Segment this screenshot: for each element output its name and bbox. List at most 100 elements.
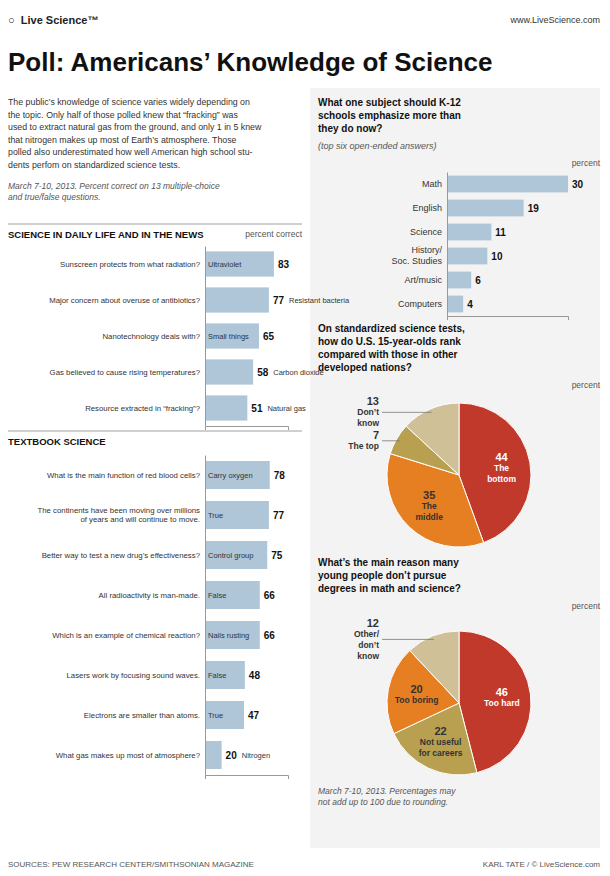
bar bbox=[205, 541, 267, 569]
tick-label-line: Electrons are smaller than atoms. bbox=[84, 710, 200, 719]
tick: Art/music bbox=[404, 275, 447, 285]
annotation: Carry oxygen bbox=[208, 471, 253, 480]
data-label-line: 12 bbox=[367, 617, 379, 629]
tick-label-line: of years and will continue to move. bbox=[80, 515, 200, 524]
chart-title: On standardized science tests, how do U.S… bbox=[318, 323, 465, 373]
tick-label: Better way to test a new drug’s effectiv… bbox=[42, 550, 201, 559]
slice-label-line: know bbox=[357, 418, 379, 428]
chart-root: ○ Live Science™www.LiveScience.comPoll: … bbox=[0, 0, 610, 876]
tick: Science bbox=[410, 227, 447, 237]
chart-title-line: What’s the main reason many bbox=[318, 557, 459, 568]
slice-label-line: Too boring bbox=[395, 695, 439, 705]
chart-title: SCIENCE IN DAILY LIFE AND IN THE NEWS bbox=[8, 229, 203, 240]
intro-text-line: used to extract natural gas from the gro… bbox=[8, 122, 262, 132]
data-label: 11 bbox=[495, 227, 506, 238]
data-label-line: 6 bbox=[475, 275, 481, 286]
tick-label: Resource extracted in “fracking”? bbox=[85, 403, 201, 412]
bar-chart: TEXTBOOK SCIENCEWhat is the main functio… bbox=[8, 431, 302, 779]
tick: What is the main function of red blood c… bbox=[47, 470, 205, 479]
background bbox=[0, 0, 610, 876]
tick-label: Science bbox=[410, 227, 442, 237]
slice-label: Themiddle bbox=[415, 501, 443, 522]
y-axis: Sunscreen protects from what radiation?M… bbox=[49, 247, 205, 427]
tick: History/Soc. Studies bbox=[391, 245, 447, 266]
separator bbox=[8, 224, 302, 225]
chart-title-line: On standardized science tests, bbox=[318, 323, 465, 334]
data-label-line: 47 bbox=[248, 710, 260, 721]
slice-label-line: The top bbox=[348, 441, 379, 451]
bar bbox=[447, 176, 568, 193]
intro-text-line: the topic. Only half of those polled kne… bbox=[8, 110, 238, 120]
chart-title-line: how do U.S. 15-year-olds rank bbox=[318, 336, 461, 347]
slice-label-line: The bbox=[494, 462, 509, 472]
tick-label: Sunscreen protects from what radiation? bbox=[60, 259, 201, 268]
separator bbox=[8, 431, 302, 432]
annotation-line: Carry oxygen bbox=[208, 471, 253, 480]
axis-label: percent bbox=[572, 158, 601, 168]
data-label: 35 bbox=[423, 489, 435, 501]
data-label-line: 48 bbox=[249, 670, 261, 681]
tick-label-line: Math bbox=[422, 179, 442, 189]
data-label-line: 66 bbox=[264, 590, 276, 601]
tick: All radioactivity is man-made. bbox=[99, 590, 205, 599]
bars bbox=[205, 461, 270, 769]
tick-label-line: Nanotechnology deals with? bbox=[102, 331, 200, 340]
data-label: 78 bbox=[274, 470, 286, 481]
axis-label-line: percent bbox=[572, 158, 601, 168]
note-line: March 7-10, 2013. Percentages may bbox=[318, 786, 456, 796]
tick-label: The continents have been moving over mil… bbox=[37, 506, 200, 524]
slice-label-line: Other/ bbox=[354, 629, 380, 639]
right-panel bbox=[310, 88, 600, 848]
slice-label-line: bottom bbox=[487, 473, 516, 483]
tick-label: Lasers work by focusing sound waves. bbox=[67, 670, 200, 679]
bar bbox=[205, 701, 244, 729]
annotation: False bbox=[208, 671, 226, 680]
data-label: 4 bbox=[467, 299, 473, 310]
tick: Lasers work by focusing sound waves. bbox=[67, 670, 205, 679]
brand-line: ○ Live Science™ bbox=[8, 14, 98, 26]
tick: Nanotechnology deals with? bbox=[102, 331, 205, 340]
data-label: 83 bbox=[278, 259, 290, 270]
data-label: 44 bbox=[495, 450, 508, 462]
x-axis bbox=[206, 427, 289, 431]
data-label-line: 78 bbox=[274, 470, 286, 481]
chart-subtitle: percent bbox=[572, 380, 601, 390]
intro-text-line: polled also underestimated how well Amer… bbox=[8, 147, 253, 157]
data-label: 13 bbox=[367, 395, 379, 407]
tick: Better way to test a new drug’s effectiv… bbox=[42, 550, 205, 559]
tick-label: English bbox=[412, 203, 442, 213]
annotation: Carbon dioxide bbox=[273, 368, 323, 377]
annotation: Small things bbox=[208, 332, 249, 341]
bar bbox=[205, 461, 270, 489]
chart-subtitle-line: (top six open-ended answers) bbox=[318, 141, 437, 151]
chart-svg: ○ Live Science™www.LiveScience.comPoll: … bbox=[0, 0, 610, 876]
bar bbox=[205, 359, 253, 384]
annotation-line: Carbon dioxide bbox=[273, 368, 323, 377]
note-line: not add up to 100 due to rounding. bbox=[318, 797, 448, 807]
slice-label: Not usefulfor careers bbox=[419, 737, 463, 758]
data-label-line: 44 bbox=[495, 450, 508, 462]
slices bbox=[387, 631, 531, 775]
bar-chart: What one subject should K-12schools emph… bbox=[318, 97, 601, 320]
tick: Sunscreen protects from what radiation? bbox=[60, 259, 205, 268]
slice-label-line: The bbox=[422, 501, 437, 511]
annotation: True bbox=[208, 711, 223, 720]
pie: 46Too hard22Not usefulfor careers20Too b… bbox=[354, 617, 531, 775]
brand: ○ Live Science™ bbox=[8, 14, 98, 26]
bar bbox=[205, 323, 259, 348]
axis-label: percent correct bbox=[245, 229, 302, 239]
tick-label: All radioactivity is man-made. bbox=[99, 590, 200, 599]
data-label: 6 bbox=[475, 275, 481, 286]
chart-subtitle: (top six open-ended answers) bbox=[318, 141, 437, 151]
data-label: 12 bbox=[367, 617, 379, 629]
bar bbox=[205, 741, 222, 769]
tick: Which is an example of chemical reaction… bbox=[52, 630, 205, 639]
tick-label-line: English bbox=[412, 203, 442, 213]
slice-label-line: for careers bbox=[419, 748, 463, 758]
tick: English bbox=[412, 203, 447, 213]
data-label-line: 10 bbox=[491, 251, 503, 262]
credit-line: KARL TATE / © LiveScience.com bbox=[483, 860, 601, 869]
tick-label: Gas believed to cause rising temperature… bbox=[50, 367, 201, 376]
axis-domain bbox=[205, 247, 206, 427]
annotation-line: Small things bbox=[208, 332, 249, 341]
